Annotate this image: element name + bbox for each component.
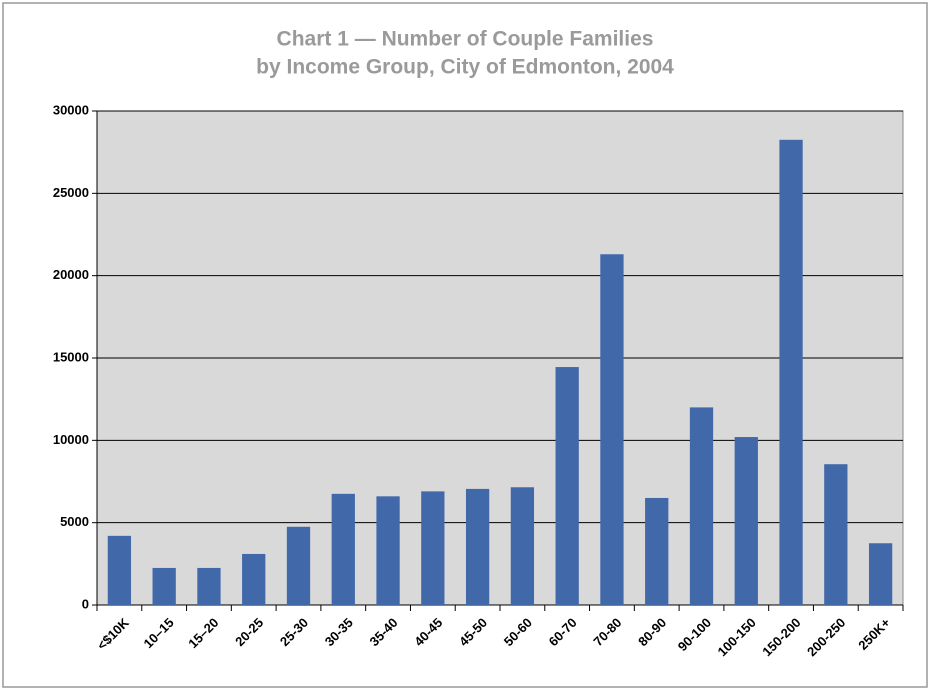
bar [107,535,132,605]
bar [510,487,535,605]
bar [868,543,893,605]
bar [645,497,669,605]
y-tick-label: 0 [82,596,89,611]
y-tick-label: 10000 [53,432,89,447]
y-tick-label: 30000 [53,102,89,117]
bar [824,464,848,605]
bar [600,254,624,605]
bar [779,139,803,606]
y-tick-label: 25000 [53,185,89,200]
bar [331,493,355,605]
bar [465,488,490,605]
bar [689,407,714,605]
y-tick-label: 15000 [53,349,89,364]
bar [197,567,221,605]
y-tick-label: 20000 [53,267,89,282]
y-tick-label: 5000 [60,514,89,529]
chart-title: Chart 1 — Number of Couple Families [277,28,654,51]
bar [734,437,758,605]
bar [242,553,266,605]
bar [555,367,579,605]
bar [421,491,445,605]
bar [152,567,176,605]
bar [286,526,311,605]
bar [376,496,400,605]
chart-title: by Income Group, City of Edmonton, 2004 [256,56,674,79]
